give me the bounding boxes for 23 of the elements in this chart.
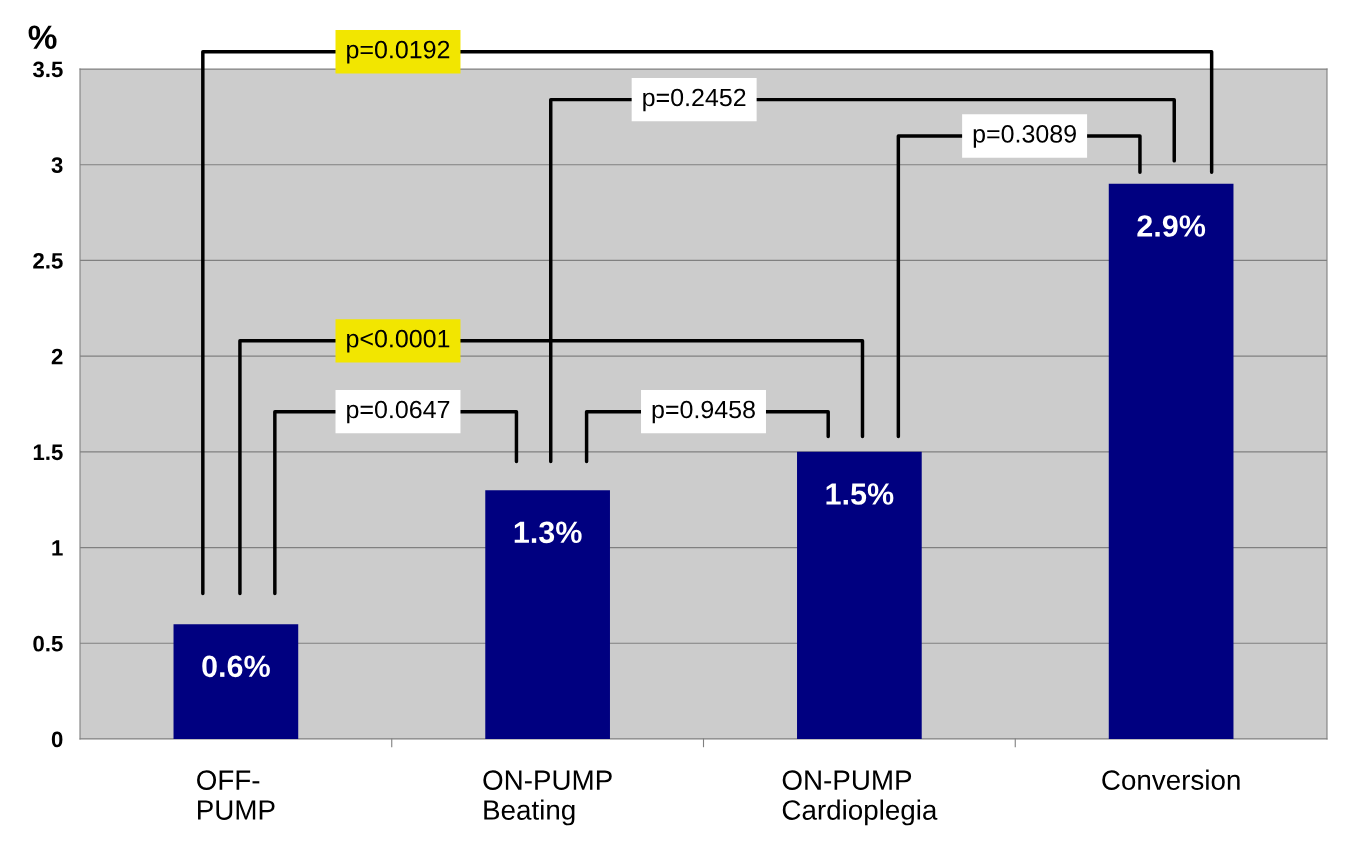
x-tick-label: ON-PUMP Cardioplegia: [782, 770, 938, 826]
y-tick-label: 0: [51, 731, 63, 748]
y-tick-label: 2: [51, 348, 63, 365]
y-tick-label: 3.5: [32, 61, 63, 78]
y-tick-label: 2.5: [33, 252, 63, 269]
y-axis-title: %: [28, 25, 57, 49]
x-tick-label: Conversion: [1102, 769, 1240, 790]
x-tick-label: ON-PUMP Beating: [483, 770, 612, 826]
y-tick-label: 0.5: [33, 635, 63, 652]
text: p=0.0192: [347, 40, 450, 64]
data-label: 2.9%: [1137, 215, 1206, 237]
annotation: p=0.3089: [973, 125, 1076, 148]
annotation: p=0.9458: [652, 400, 755, 424]
x-tick-label: OFF- PUMP: [197, 770, 275, 820]
data-label: 0.6%: [202, 655, 270, 678]
annotation: p=0.2452: [643, 88, 746, 112]
annotation: p<0.0001: [347, 329, 450, 353]
y-tick-label: 1.5: [33, 444, 63, 461]
y-tick-label: 1: [52, 540, 63, 556]
data-label: 1.3%: [514, 521, 582, 544]
y-tick-label: 3: [51, 157, 63, 174]
data-label: 1.5%: [826, 483, 894, 505]
annotation: p=0.0647: [347, 400, 450, 424]
